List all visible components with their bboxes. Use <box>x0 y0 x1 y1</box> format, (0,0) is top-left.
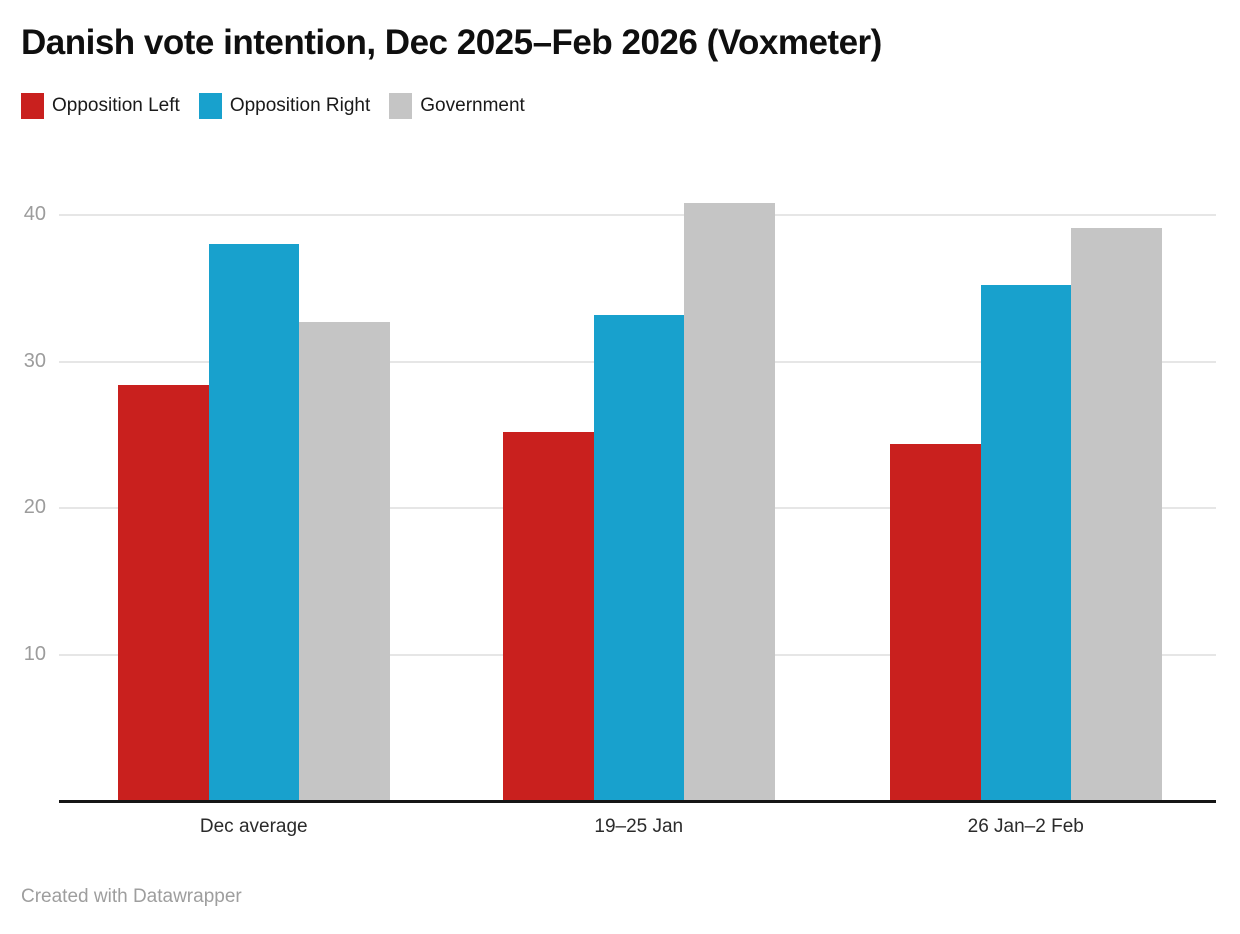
bar-government <box>1071 228 1162 802</box>
x-axis-category-label: Dec average <box>199 816 308 837</box>
bar-opposition-right <box>980 285 1071 802</box>
chart-title: Danish vote intention, Dec 2025–Feb 2026… <box>21 23 882 62</box>
legend: Opposition Left Opposition Right Governmen… <box>21 93 525 119</box>
legend-item-opposition-right: Opposition Right <box>198 93 371 119</box>
legend-swatch-icon <box>21 93 44 119</box>
legend-item-opposition-left: Opposition Left <box>21 93 180 119</box>
x-axis-line <box>59 800 1216 803</box>
legend-swatch-icon <box>198 93 222 119</box>
bar-opposition-left <box>118 385 209 802</box>
bar-government <box>684 203 775 802</box>
bar-opposition-right <box>593 314 684 802</box>
y-axis-tick-label: 40 <box>23 202 46 225</box>
legend-swatch-icon <box>389 93 413 119</box>
legend-label: Government <box>420 95 525 116</box>
bar-opposition-right <box>208 244 299 802</box>
gridline-40 <box>59 213 1216 216</box>
attribution: Created with Datawrapper <box>21 886 242 907</box>
x-axis-category-label: 19–25 Jan <box>594 816 684 837</box>
y-axis-tick-label: 20 <box>23 496 46 519</box>
x-axis-category-label: 26 Jan–2 Feb <box>967 816 1084 837</box>
plot-area <box>59 190 1216 802</box>
legend-label: Opposition Right <box>229 95 371 116</box>
legend-label: Opposition Left <box>52 95 180 116</box>
y-axis-tick-label: 10 <box>23 643 46 666</box>
bar-government <box>299 322 390 802</box>
y-axis-tick-label: 30 <box>23 349 46 372</box>
bar-opposition-left <box>890 443 981 802</box>
legend-item-government: Government <box>389 93 525 119</box>
bar-opposition-left <box>503 432 594 802</box>
